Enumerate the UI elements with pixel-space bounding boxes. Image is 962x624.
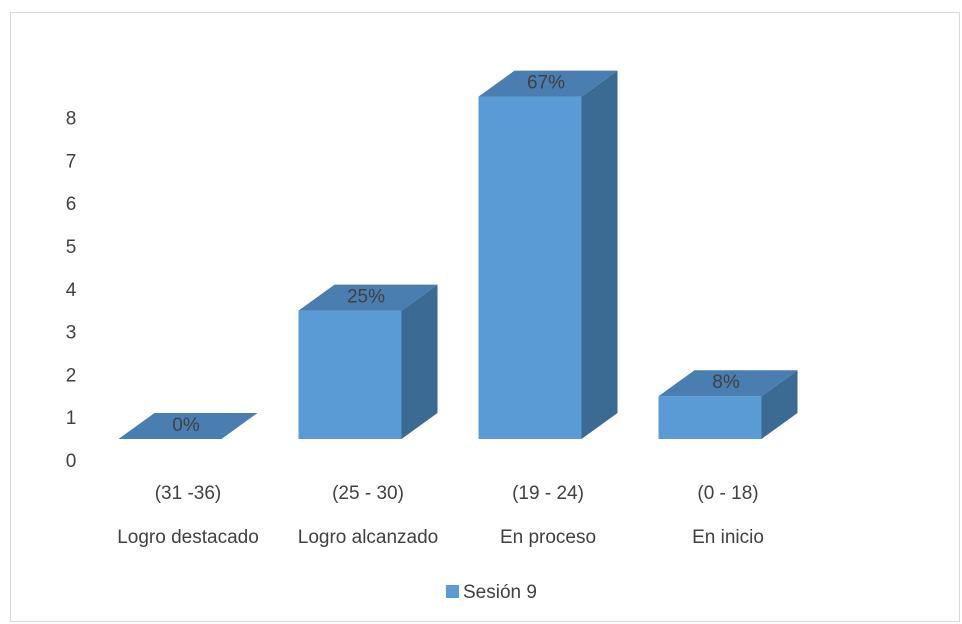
legend-swatch — [446, 585, 459, 598]
category-name-label: En inicio — [692, 527, 764, 548]
bar-front — [478, 96, 582, 439]
y-tick-label: 6 — [66, 194, 77, 215]
data-label: 25% — [347, 287, 385, 308]
y-tick-label: 0 — [66, 451, 77, 472]
bar-side — [761, 370, 798, 439]
bar-group — [478, 70, 618, 439]
bar-group — [118, 413, 258, 439]
category-range-label: (19 - 24) — [512, 483, 584, 504]
data-label: 67% — [527, 73, 565, 94]
y-tick-label: 3 — [66, 323, 77, 344]
category-name-label: En proceso — [500, 527, 596, 548]
category-range-label: (0 - 18) — [697, 483, 758, 504]
data-label: 8% — [712, 372, 740, 393]
bar-top — [658, 370, 798, 397]
y-tick-label: 5 — [66, 237, 77, 258]
bar-group — [298, 284, 438, 439]
bar-group — [658, 370, 798, 439]
category-range-label: (31 -36) — [155, 483, 222, 504]
data-label: 0% — [172, 415, 200, 436]
bar-front — [298, 310, 402, 439]
bar-side — [401, 284, 438, 439]
legend-label: Sesión 9 — [463, 582, 537, 603]
bar-top — [478, 70, 618, 97]
category-range-label: (25 - 30) — [332, 483, 404, 504]
bar-top — [118, 413, 258, 439]
category-name-label: Logro destacado — [117, 527, 259, 548]
bar-front — [658, 396, 762, 439]
y-tick-label: 1 — [66, 408, 77, 429]
category-name-label: Logro alcanzado — [298, 527, 439, 548]
bar-top — [298, 284, 438, 311]
y-tick-label: 2 — [66, 365, 77, 386]
y-tick-label: 8 — [66, 109, 77, 130]
y-tick-label: 7 — [66, 151, 77, 172]
y-tick-label: 4 — [66, 280, 77, 301]
bar-side — [581, 70, 618, 439]
